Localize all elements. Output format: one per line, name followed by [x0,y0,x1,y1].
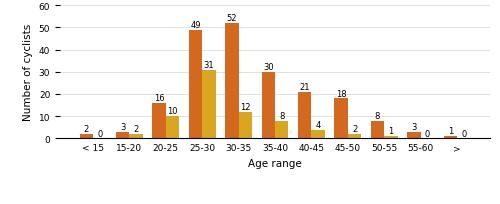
Bar [116,132,130,139]
Text: 49: 49 [190,21,200,30]
Text: 16: 16 [154,93,164,102]
Text: 52: 52 [226,14,237,23]
Bar [188,30,202,139]
Text: 1: 1 [388,127,394,136]
Text: 18: 18 [336,89,346,98]
Y-axis label: Number of cyclists: Number of cyclists [23,24,33,121]
Bar [80,134,93,139]
Text: 0: 0 [97,129,102,138]
Bar [334,99,348,139]
Bar [166,117,179,139]
Text: 31: 31 [204,60,214,69]
Text: 2: 2 [134,124,139,133]
Text: 3: 3 [411,122,416,131]
Bar [152,103,166,139]
Bar [275,121,288,139]
Text: 2: 2 [352,124,357,133]
Text: 21: 21 [300,82,310,91]
Text: 8: 8 [279,111,284,120]
Bar [312,130,325,139]
Text: 0: 0 [424,129,430,138]
Bar [370,121,384,139]
Bar [202,70,215,139]
Bar [348,134,362,139]
Bar [444,136,457,139]
Text: 3: 3 [120,122,126,131]
X-axis label: Age range: Age range [248,158,302,168]
Bar [298,92,312,139]
Bar [225,24,238,139]
Text: 1: 1 [448,127,453,136]
Text: 12: 12 [240,102,250,111]
Text: 8: 8 [375,111,380,120]
Bar [407,132,420,139]
Text: 10: 10 [168,107,178,116]
Bar [262,72,275,139]
Text: 2: 2 [84,124,89,133]
Bar [130,134,143,139]
Text: 4: 4 [316,120,321,129]
Text: 30: 30 [263,63,274,72]
Bar [384,136,398,139]
Text: 0: 0 [461,129,466,138]
Bar [238,112,252,139]
